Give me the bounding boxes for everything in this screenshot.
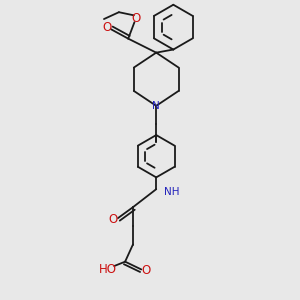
Text: O: O <box>131 12 141 25</box>
Text: HO: HO <box>99 263 117 276</box>
Text: O: O <box>108 213 118 226</box>
Text: O: O <box>102 21 112 34</box>
Text: O: O <box>141 264 151 277</box>
Text: N: N <box>152 101 160 111</box>
Text: NH: NH <box>164 187 179 197</box>
